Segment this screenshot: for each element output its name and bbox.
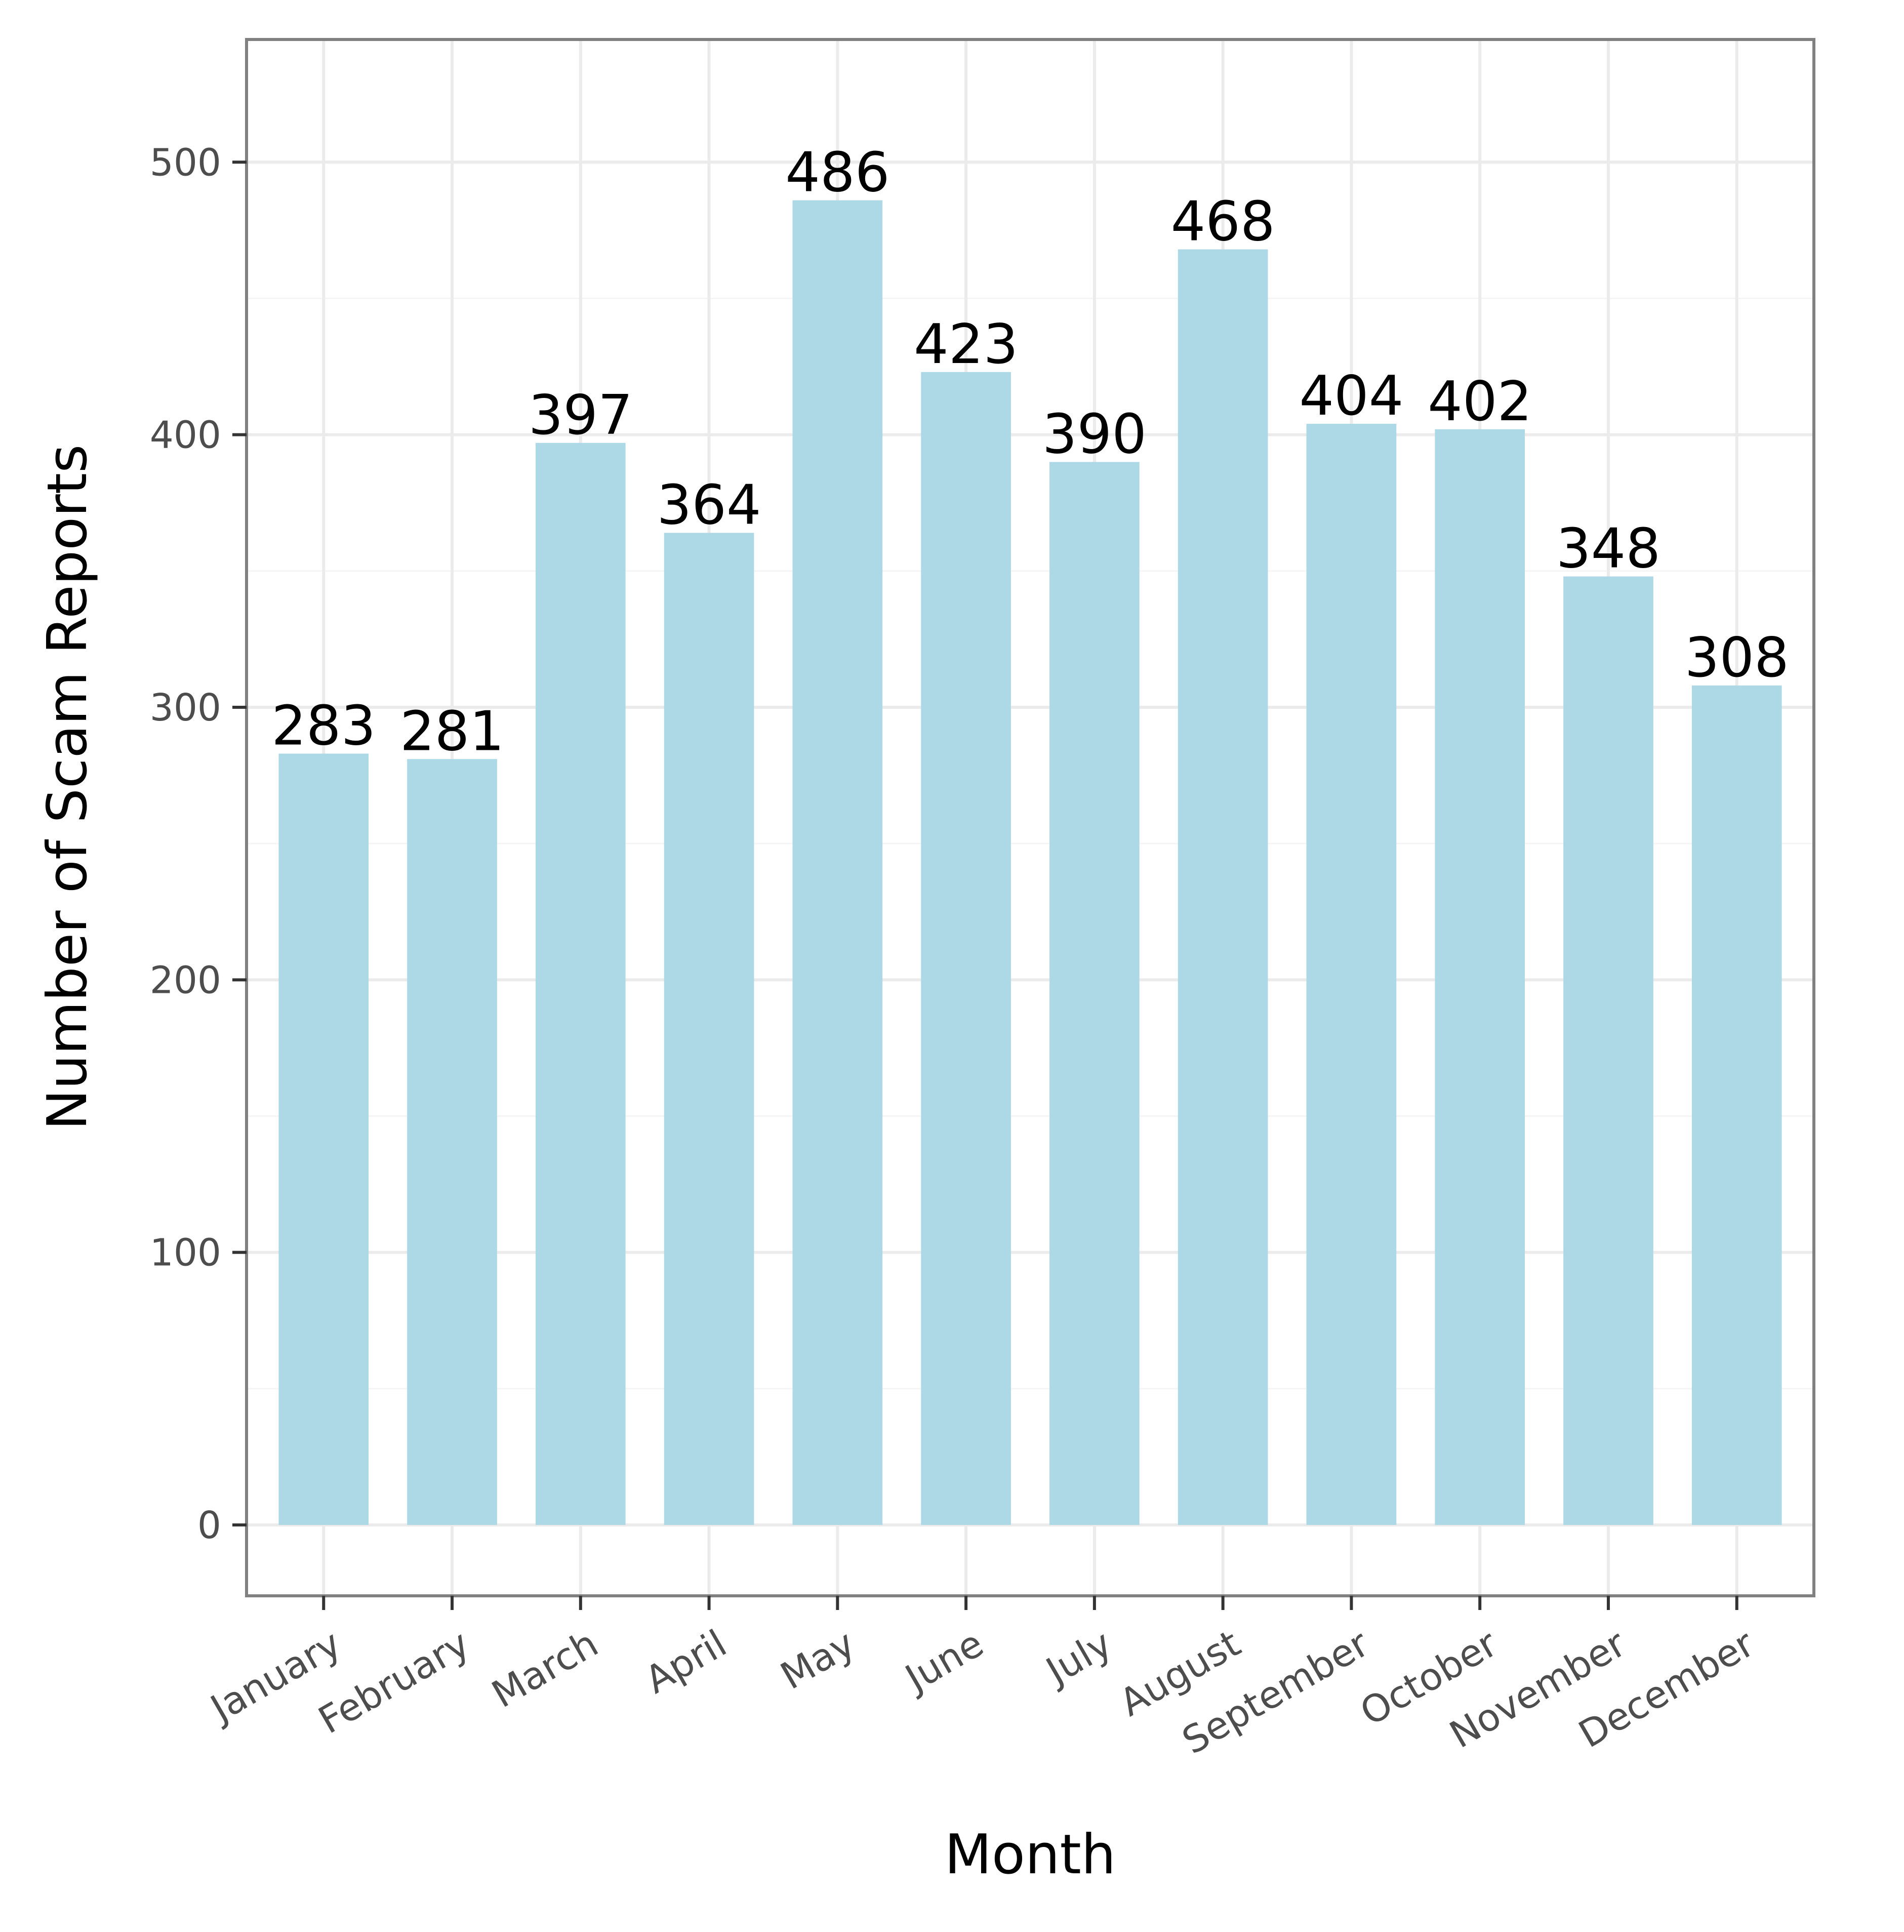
y-tick-label: 200 [150, 958, 221, 1002]
bar-value-label: 390 [1042, 402, 1147, 466]
bar [921, 372, 1011, 1525]
data-labels: 283 281 397 364 486 423 390 468 404 402 348 308 [271, 141, 1789, 763]
y-axis-title: Number of Scam Reports [36, 445, 99, 1131]
bar-value-label: 468 [1171, 190, 1275, 254]
bar [1435, 429, 1525, 1525]
bar [1691, 685, 1782, 1525]
y-tick-label: 100 [150, 1231, 221, 1275]
minor-gridlines [247, 297, 1814, 1390]
y-tick-label: 500 [150, 141, 221, 184]
panel-border [245, 38, 1815, 1597]
bar-value-label: 348 [1556, 517, 1660, 581]
y-tick-label: 400 [150, 414, 221, 457]
bar [1563, 576, 1653, 1525]
bar-value-label: 364 [657, 473, 761, 537]
axis-ticks [232, 160, 1738, 1610]
y-tick-labels: 0 100 200 300 400 500 [150, 141, 221, 1547]
bar [407, 759, 497, 1525]
x-axis-title: Month [945, 1823, 1116, 1886]
bar [278, 753, 369, 1525]
bar [1306, 424, 1397, 1525]
bar-value-label: 486 [785, 141, 889, 205]
bar-value-label: 423 [914, 313, 1018, 376]
bar-value-label: 402 [1428, 370, 1532, 433]
bar [792, 200, 883, 1525]
bar [1049, 462, 1140, 1525]
y-tick-label: 300 [150, 686, 221, 730]
bar-value-label: 281 [400, 700, 504, 763]
bars [278, 200, 1782, 1525]
bar-value-label: 308 [1685, 626, 1789, 690]
bar-value-label: 404 [1299, 365, 1403, 428]
bar [664, 533, 754, 1525]
bar-value-label: 397 [529, 384, 633, 447]
bar [535, 442, 626, 1525]
bar [1178, 249, 1268, 1525]
y-tick-label: 0 [197, 1504, 221, 1547]
bar-value-label: 283 [271, 694, 376, 757]
